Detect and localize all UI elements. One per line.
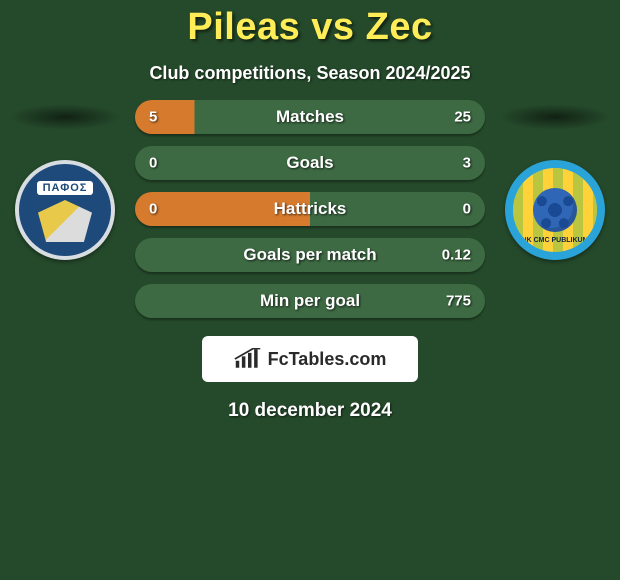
bar-chart-icon [234, 348, 262, 370]
stat-right-value: 0 [463, 201, 471, 218]
main-area: ΠΑΦΟΣ 5 Matches 25 0 Goals 3 0 Hattricks 0 Goals … [0, 100, 620, 318]
stat-row: Min per goal 775 [135, 284, 485, 318]
left-crest-label: ΠΑΦΟΣ [37, 181, 94, 195]
stat-right-value: 3 [463, 155, 471, 172]
stat-left-value: 0 [149, 201, 157, 218]
comparison-card: Pileas vs Zec Club competitions, Season … [0, 0, 620, 580]
left-shadow [8, 104, 122, 130]
page-title: Pileas vs Zec [0, 6, 620, 49]
subtitle: Club competitions, Season 2024/2025 [0, 63, 620, 84]
left-team-column: ΠΑΦΟΣ [5, 100, 125, 260]
date-text: 10 december 2024 [0, 400, 620, 422]
stat-right-value: 0.12 [442, 247, 471, 264]
right-team-column: NK CMC PUBLIKUM [495, 100, 615, 260]
source-logo: FcTables.com [202, 336, 418, 382]
stat-right-value: 25 [454, 109, 471, 126]
stats-list: 5 Matches 25 0 Goals 3 0 Hattricks 0 Goals per ma… [135, 100, 485, 318]
left-crest-shape [38, 200, 92, 242]
stat-row: 0 Hattricks 0 [135, 192, 485, 226]
right-team-crest: NK CMC PUBLIKUM [505, 160, 605, 260]
stat-label: Goals per match [243, 245, 376, 265]
stat-row: 5 Matches 25 [135, 100, 485, 134]
stat-label: Min per goal [260, 291, 360, 311]
stat-left-value: 0 [149, 155, 157, 172]
stat-right-value: 775 [446, 293, 471, 310]
stat-row: 0 Goals 3 [135, 146, 485, 180]
stat-left-value: 5 [149, 109, 157, 126]
stat-row: Goals per match 0.12 [135, 238, 485, 272]
right-shadow [498, 104, 612, 130]
right-crest-label: NK CMC PUBLIKUM [513, 237, 597, 244]
stat-label: Goals [286, 153, 333, 173]
stat-label: Matches [276, 107, 344, 127]
source-logo-text: FcTables.com [268, 349, 387, 370]
left-team-crest: ΠΑΦΟΣ [15, 160, 115, 260]
soccer-ball-icon [533, 188, 577, 232]
stat-label: Hattricks [274, 199, 347, 219]
